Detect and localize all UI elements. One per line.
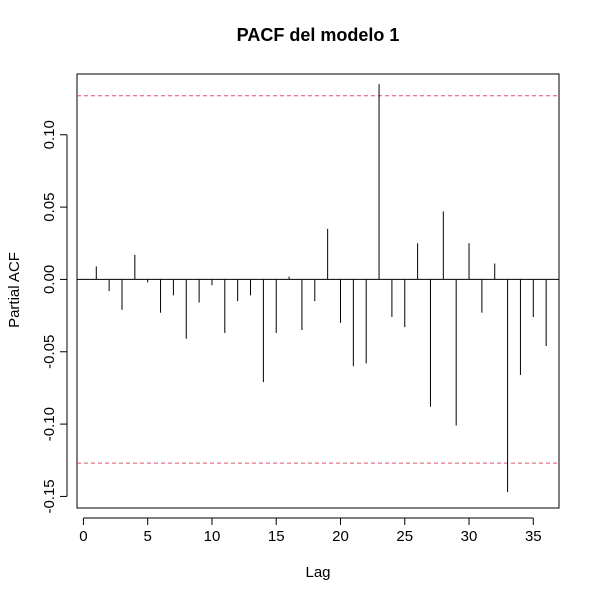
pacf-bars xyxy=(95,84,547,493)
x-axis-label: Lag xyxy=(305,564,330,581)
x-tick-label-5: 5 xyxy=(144,528,152,545)
y-tick-label-0.00: 0.00 xyxy=(41,265,58,294)
x-tick-label-20: 20 xyxy=(332,528,349,545)
x-tick-label-10: 10 xyxy=(204,528,221,545)
y-axis: -0.15 -0.10 -0.05 0.00 0.05 0.10 xyxy=(41,120,68,514)
x-tick-label-30: 30 xyxy=(461,528,478,545)
x-axis: 0 5 10 15 20 25 30 35 xyxy=(79,517,542,545)
confidence-bounds xyxy=(77,95,559,464)
plot-frame xyxy=(76,73,560,509)
y-tick-label-0.10: 0.10 xyxy=(41,120,58,149)
y-tick-label--0.05: -0.05 xyxy=(41,335,58,369)
y-tick-label--0.15: -0.15 xyxy=(41,479,58,513)
x-tick-label-0: 0 xyxy=(79,528,87,545)
chart-title: PACF del modelo 1 xyxy=(237,25,400,45)
x-tick-label-35: 35 xyxy=(525,528,542,545)
y-tick-label--0.10: -0.10 xyxy=(41,407,58,441)
y-tick-label-0.05: 0.05 xyxy=(41,192,58,221)
x-tick-label-25: 25 xyxy=(396,528,413,545)
y-axis-label: Partial ACF xyxy=(6,252,23,328)
x-tick-label-15: 15 xyxy=(268,528,285,545)
